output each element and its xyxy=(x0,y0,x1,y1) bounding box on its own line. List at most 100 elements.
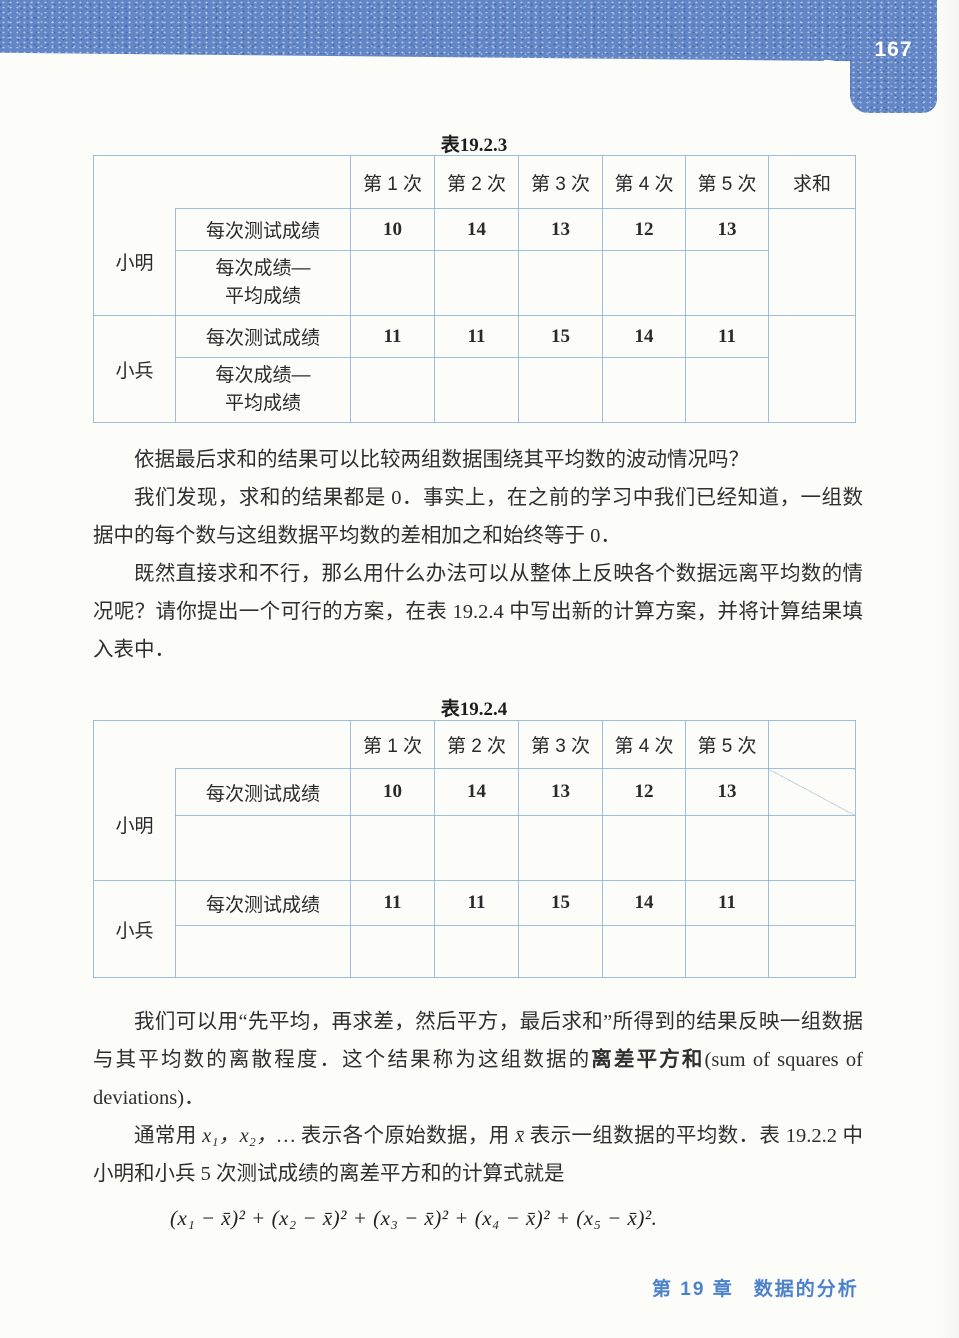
t2-header-attempt4: 第 4 次 xyxy=(602,720,686,769)
t1-xiaobing-dev-2 xyxy=(434,357,519,423)
t1-xiaobing-score-label: 每次测试成绩 xyxy=(175,315,351,358)
paragraph-sum-is-zero: 我们发现，求和的结果都是 0．事实上，在之前的学习中我们已经知道，一组数据中的每… xyxy=(93,487,863,547)
t1-xiaoming-dev-3 xyxy=(518,250,603,316)
t1-xiaoming-dev-4 xyxy=(602,250,686,316)
t2-xiaoming-blank-1 xyxy=(350,815,435,881)
p4-english-term: (sum of squares of deviations)． xyxy=(93,1049,864,1109)
paragraph-sum-of-squares: 我们可以用“先平均，再求差，然后平方，最后求和”所得到的结果反映一组数据与其平均… xyxy=(93,1003,863,1117)
t1-xiaoming-score-label: 每次测试成绩 xyxy=(175,208,351,251)
t1-xiaoming-score-2: 14 xyxy=(434,208,519,251)
table1-title: 表19.2.3 xyxy=(440,135,508,156)
t1-dev-label-line1b: 每次成绩— xyxy=(215,365,311,386)
t1-person-xiaoming: 小明 xyxy=(93,208,176,316)
t2-xiaoming-score-5: 13 xyxy=(685,768,769,816)
p4-term-bold: 离差平方和 xyxy=(591,1049,705,1071)
footer-chapter-number: 第 19 章 xyxy=(652,1279,734,1300)
paragraph-new-method: 既然直接求和不行，那么用什么办法可以从整体上反映各个数据远离平均数的情况呢？请你… xyxy=(93,563,863,661)
t2-xiaobing-score-2: 11 xyxy=(434,880,519,926)
t2-xiaoming-blank-4 xyxy=(602,815,686,881)
t2-xiaobing-blank-extra xyxy=(769,926,856,978)
t1-xiaobing-score-1: 11 xyxy=(350,315,435,358)
p5-text-3: 表示一组数据的平均数．表 19.2.2 中小明和小兵 5 次测试成绩的离差平方和… xyxy=(93,1125,864,1185)
t1-xiaobing-dev-label: 每次成绩— 平均成绩 xyxy=(175,357,351,423)
conclusion-text: 我们可以用“先平均，再求差，然后平方，最后求和”所得到的结果反映一组数据与其平均… xyxy=(93,1003,863,1193)
t1-dev-label-line2b: 平均成绩 xyxy=(224,393,301,414)
t2-xiaobing-blank-1 xyxy=(350,925,435,978)
t2-xiaobing-blank-4 xyxy=(602,925,686,978)
t2-xiaobing-extra-cell xyxy=(768,880,856,926)
t2-header-attempt3: 第 3 次 xyxy=(518,720,603,769)
t1-xiaoming-dev-2 xyxy=(434,250,519,316)
t2-xiaoming-score-3: 13 xyxy=(518,768,603,816)
t1-xiaobing-score-3: 15 xyxy=(518,315,603,358)
t1-xiaobing-dev-3 xyxy=(518,357,603,423)
table-19-2-3: 第 1 次 第 2 次 第 3 次 第 4 次 第 5 次 求和 小明 每次测试… xyxy=(93,155,856,423)
table2-title: 表19.2.4 xyxy=(440,699,508,720)
t1-xiaobing-sum-cell xyxy=(769,316,856,423)
t2-person-xiaobing: 小兵 xyxy=(93,880,176,978)
t2-xiaoming-blank-3 xyxy=(518,815,603,881)
t1-dev-label-line1: 每次成绩— xyxy=(215,258,311,279)
t2-header-attempt2: 第 2 次 xyxy=(434,720,519,769)
t1-xiaobing-score-4: 14 xyxy=(602,315,686,358)
t2-xiaobing-blank-2 xyxy=(434,925,519,978)
t1-header-attempt1: 第 1 次 xyxy=(350,155,435,209)
t2-header-attempt5: 第 5 次 xyxy=(685,720,769,769)
chapter-footer: 第 19 章 数据的分析 xyxy=(652,1274,859,1301)
t2-xiaoming-score-4: 12 xyxy=(602,768,686,816)
t2-xiaoming-extra-cell xyxy=(768,768,856,816)
t1-xiaoming-dev-5 xyxy=(685,250,769,316)
t1-corner-blank xyxy=(94,156,176,209)
p5-text-1: 通常用 xyxy=(134,1125,203,1147)
t1-header-attempt3: 第 3 次 xyxy=(518,155,603,209)
t1-header-attempt5: 第 5 次 xyxy=(685,155,769,209)
t2-corner-blank xyxy=(94,721,176,769)
t1-xiaoming-score-4: 12 xyxy=(602,208,686,251)
p5-text-2: 表示各个原始数据，用 xyxy=(295,1125,516,1147)
t2-corner-blank2 xyxy=(175,720,351,769)
t1-xiaoming-score-1: 10 xyxy=(350,208,435,251)
t2-xiaoming-blank-extra xyxy=(768,815,856,881)
page-number-tab: 167 xyxy=(850,0,937,113)
t1-xiaobing-dev-4 xyxy=(602,357,686,423)
table-19-2-4: 第 1 次 第 2 次 第 3 次 第 4 次 第 5 次 小明 每次测试成绩 … xyxy=(93,720,856,978)
tab-notch xyxy=(824,60,850,86)
t2-xiaoming-score-2: 14 xyxy=(434,768,519,816)
t1-xiaobing-dev-1 xyxy=(350,357,435,423)
t2-xiaobing-blank-3 xyxy=(518,925,603,978)
t2-person-xiaoming: 小明 xyxy=(93,768,176,881)
t2-xiaoming-blank-2 xyxy=(434,815,519,881)
t2-xiaoming-blank-5 xyxy=(685,815,769,881)
paragraph-question-sum: 依据最后求和的结果可以比较两组数据围绕其平均数的波动情况吗？ xyxy=(134,449,749,471)
t2-xiaoming-score-label: 每次测试成绩 xyxy=(175,768,351,816)
t1-header-attempt4: 第 4 次 xyxy=(602,155,686,209)
t1-header-sum: 求和 xyxy=(768,155,856,209)
sum-of-squares-formula: (x₁ − x̄)² + (x₂ − x̄)² + (x₃ − x̄)² + (… xyxy=(170,1206,658,1230)
t1-xiaoming-score-5: 13 xyxy=(685,208,769,251)
t1-xiaoming-score-3: 13 xyxy=(518,208,603,251)
t2-xiaobing-blank-5 xyxy=(685,925,769,978)
t1-xiaoming-sum-cell xyxy=(768,208,856,316)
t2-xiaobing-blank-label xyxy=(175,925,351,978)
t2-header-attempt1: 第 1 次 xyxy=(350,720,435,769)
t1-xiaoming-dev-1 xyxy=(350,250,435,316)
t2-xiaobing-score-4: 14 xyxy=(602,880,686,926)
paragraph-notation: 通常用 x₁，x₂，… 表示各个原始数据，用 x̄ 表示一组数据的平均数．表 1… xyxy=(93,1117,863,1193)
footer-chapter-title: 数据的分析 xyxy=(753,1279,859,1300)
t2-xiaobing-score-3: 15 xyxy=(518,880,603,926)
p5-x-subscripts: x₁，x₂，… xyxy=(202,1125,296,1147)
t2-xiaobing-score-5: 11 xyxy=(685,880,769,926)
p5-x-bar: x̄ xyxy=(515,1125,525,1147)
t1-xiaobing-score-2: 11 xyxy=(434,315,519,358)
t1-xiaobing-score-5: 11 xyxy=(685,315,769,358)
t2-xiaoming-score-1: 10 xyxy=(350,768,435,816)
t1-xiaobing-dev-5 xyxy=(685,357,769,423)
t1-dev-label-line2: 平均成绩 xyxy=(224,286,301,307)
t1-header-attempt2: 第 2 次 xyxy=(434,155,519,209)
t2-xiaobing-score-label: 每次测试成绩 xyxy=(175,880,351,926)
page-edge-shade xyxy=(935,0,959,1338)
t2-xiaobing-score-1: 11 xyxy=(350,880,435,926)
t1-xiaoming-dev-label: 每次成绩— 平均成绩 xyxy=(175,250,351,316)
t1-person-xiaobing: 小兵 xyxy=(93,315,176,423)
t1-corner-blank2 xyxy=(175,155,351,209)
